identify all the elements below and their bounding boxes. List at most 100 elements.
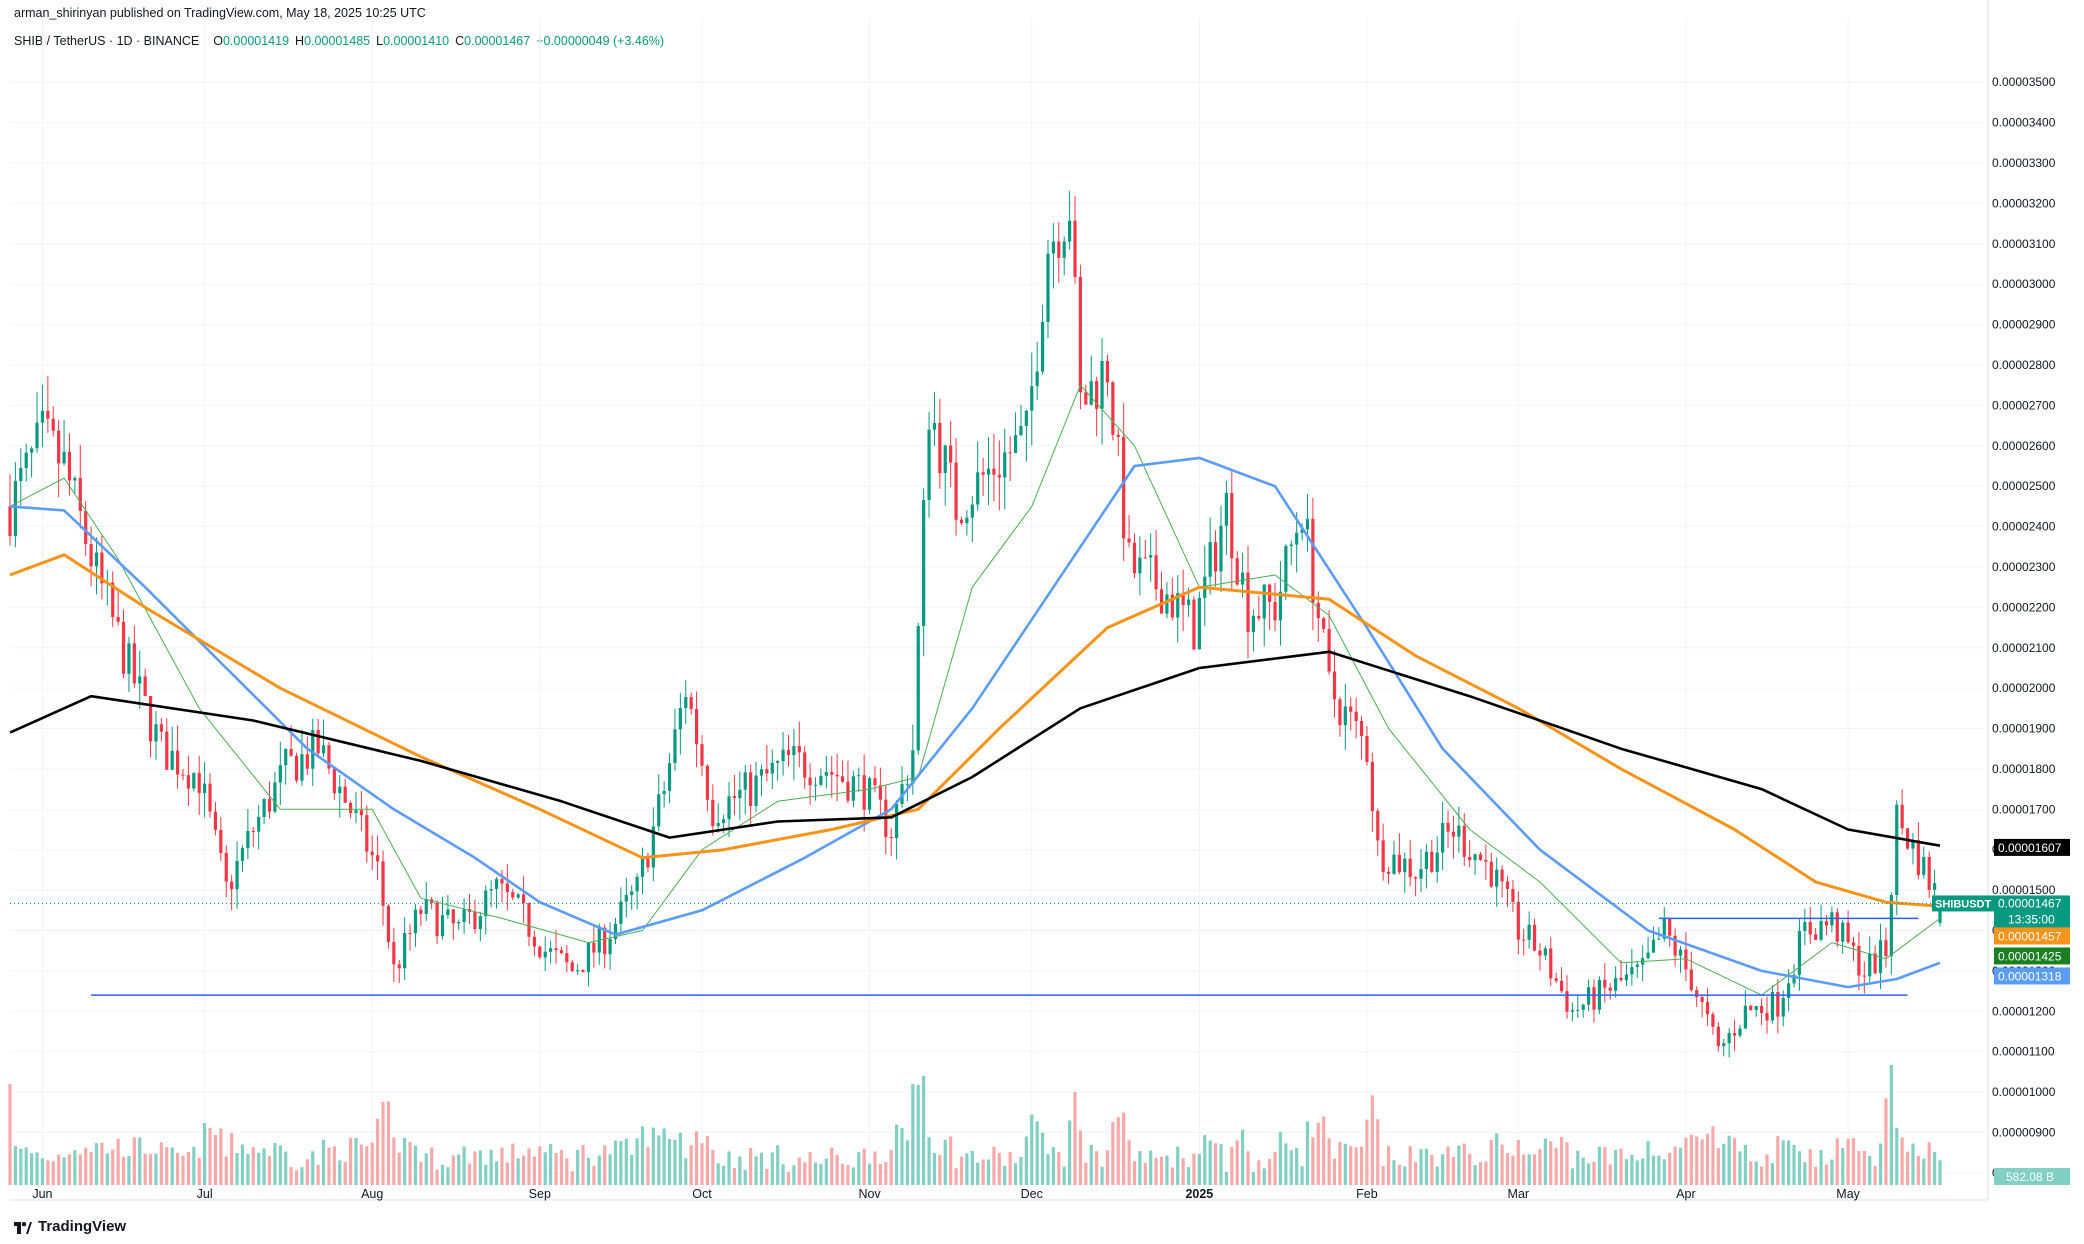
- volume-bar: [1619, 1148, 1623, 1185]
- volume-bar: [1192, 1153, 1196, 1185]
- candle: [219, 816, 223, 861]
- volume-bar: [1300, 1166, 1304, 1185]
- volume-bar: [1689, 1134, 1693, 1185]
- candle: [1619, 960, 1623, 982]
- candle: [386, 904, 391, 949]
- volume-bar: [1678, 1147, 1683, 1185]
- volume-bar: [1916, 1155, 1920, 1185]
- price-tick-label: 0.00003400: [1992, 116, 2056, 130]
- volume-bar: [1635, 1160, 1639, 1185]
- candle: [1581, 1003, 1585, 1018]
- candle-body: [154, 724, 158, 742]
- candle-body: [424, 899, 428, 915]
- candle-body: [1705, 1002, 1710, 1015]
- candle-body: [235, 860, 239, 890]
- candle-body: [776, 761, 780, 763]
- volume-bar: [1295, 1147, 1299, 1185]
- candle: [419, 905, 423, 927]
- volume-bar: [586, 1158, 591, 1185]
- candle: [1830, 906, 1834, 933]
- price-tick-label: 0.00002500: [1992, 479, 2056, 493]
- candle: [365, 805, 369, 863]
- candle-body: [1327, 628, 1331, 672]
- volume-bar: [1532, 1154, 1537, 1185]
- volume-bar: [678, 1132, 682, 1185]
- candle-body: [943, 445, 947, 474]
- volume-bar: [1819, 1149, 1823, 1185]
- candle-body: [1208, 542, 1212, 577]
- candle: [603, 924, 607, 969]
- candle-body: [8, 506, 12, 537]
- candle: [981, 457, 985, 496]
- volume-bar: [1246, 1151, 1250, 1185]
- moving-average-line: [9, 456, 1941, 989]
- candle-body: [911, 750, 915, 784]
- candle-body: [1051, 241, 1055, 254]
- candle-body: [1570, 1010, 1574, 1012]
- volume-bar: [592, 1165, 596, 1185]
- volume-bar: [1392, 1160, 1396, 1185]
- volume-bar: [1008, 1151, 1012, 1185]
- candle: [1532, 918, 1537, 952]
- candle-body: [1938, 903, 1942, 923]
- volume-bar: [716, 1163, 720, 1185]
- candle-body: [1911, 840, 1915, 849]
- candle-body: [1841, 922, 1845, 942]
- candle: [1457, 806, 1461, 853]
- candle: [1278, 561, 1283, 646]
- candle: [1143, 539, 1147, 559]
- volume-bar: [878, 1164, 882, 1185]
- candle: [1435, 836, 1439, 883]
- volume-bar: [667, 1138, 672, 1185]
- candle-body: [62, 451, 66, 464]
- candle: [527, 902, 531, 946]
- candle-body: [1241, 572, 1245, 585]
- time-tick-label: Oct: [692, 1187, 712, 1201]
- time-axis: Jun Jul Aug Sep Oct Nov Dec 2025 Feb Mar Apr May: [32, 1187, 1860, 1201]
- volume-bar: [78, 1154, 82, 1185]
- volume-bar: [1170, 1167, 1174, 1185]
- candle-body: [89, 544, 93, 567]
- candle-body: [1392, 854, 1396, 874]
- candle-body: [1592, 987, 1596, 1010]
- candle-body: [132, 643, 136, 684]
- candle-body: [1143, 557, 1147, 559]
- candle: [1035, 341, 1039, 401]
- candle: [1289, 540, 1293, 566]
- volume-bar: [997, 1152, 1001, 1185]
- volume-bar: [1186, 1167, 1191, 1185]
- volume-bar: [1305, 1121, 1310, 1185]
- volume-bar: [203, 1123, 207, 1185]
- candle: [1803, 908, 1807, 946]
- candle-body: [1295, 532, 1299, 545]
- candle-body: [192, 773, 196, 789]
- candle: [359, 790, 364, 831]
- candle-body: [230, 881, 234, 890]
- volume-bar: [986, 1159, 991, 1185]
- moving-average-line: [9, 553, 1941, 908]
- candle: [673, 708, 677, 771]
- candle-body: [689, 697, 693, 710]
- candle: [1489, 852, 1493, 888]
- volume-bar: [1603, 1147, 1607, 1185]
- candle: [581, 969, 585, 973]
- volume-bar: [1289, 1150, 1293, 1185]
- volume-bar: [1046, 1154, 1050, 1185]
- candle: [40, 384, 45, 447]
- candle-body: [1787, 983, 1791, 999]
- volume-bar: [46, 1160, 50, 1185]
- volume-bar: [446, 1167, 450, 1185]
- price-tick-label: 0.00001800: [1992, 762, 2056, 776]
- symbol-title[interactable]: SHIB / TetherUS · 1D · BINANCE: [14, 34, 200, 48]
- candle: [1522, 928, 1526, 956]
- volume-bar: [213, 1134, 218, 1185]
- candle-body: [527, 903, 531, 937]
- volume-bar: [1495, 1133, 1499, 1185]
- candle: [105, 569, 109, 606]
- tradingview-logo[interactable]: TradingView: [14, 1218, 126, 1235]
- volume-bar: [165, 1147, 169, 1185]
- volume-bar: [267, 1156, 272, 1185]
- volume-bar: [673, 1139, 677, 1185]
- candle: [624, 877, 628, 918]
